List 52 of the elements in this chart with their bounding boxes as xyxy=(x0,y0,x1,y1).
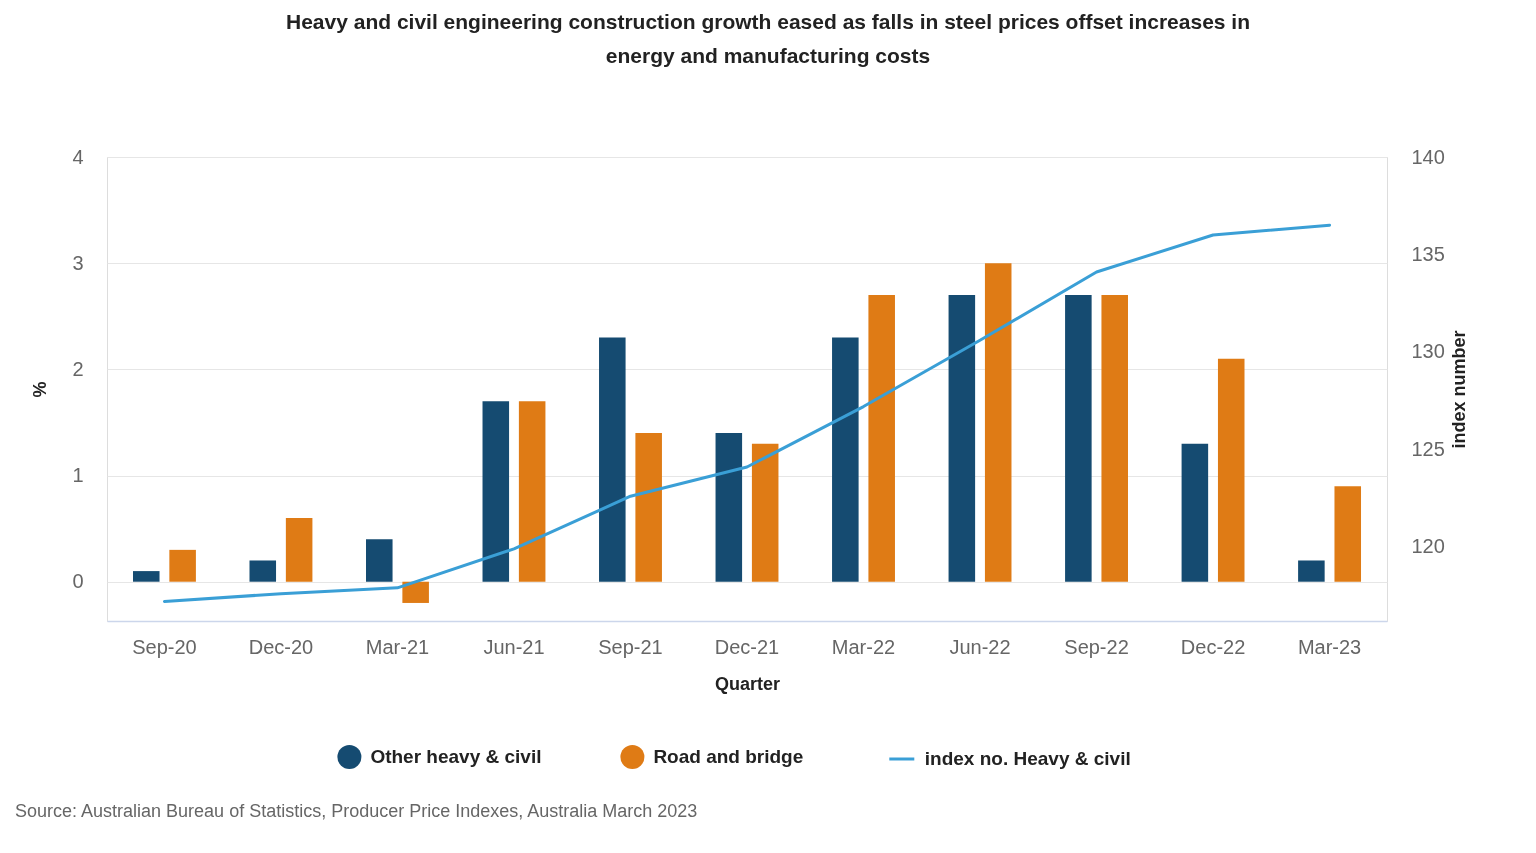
x-tick-label: Mar-21 xyxy=(365,635,430,658)
y2-tick-label: 130 xyxy=(1411,340,1445,363)
bar xyxy=(1101,295,1128,582)
bar xyxy=(635,433,662,582)
x-tick-label: Dec-21 xyxy=(714,635,780,658)
bar xyxy=(868,295,895,582)
legend-label: Other heavy & civil xyxy=(370,746,542,767)
x-tick-label: Dec-20 xyxy=(248,635,314,658)
y-tick-label: 3 xyxy=(72,251,84,274)
line-series xyxy=(162,223,1332,603)
bar xyxy=(1065,295,1092,582)
x-tick-label: Sep-21 xyxy=(598,635,663,658)
y-tick-label: 4 xyxy=(72,145,84,168)
bar xyxy=(366,539,393,582)
bar xyxy=(715,433,743,582)
bar xyxy=(1298,560,1325,582)
bar xyxy=(285,518,313,582)
bar xyxy=(832,337,859,582)
bar xyxy=(599,337,626,582)
bar xyxy=(751,443,779,582)
x-tick-label: Mar-23 xyxy=(1297,635,1362,658)
bar xyxy=(482,401,510,582)
bar xyxy=(1334,486,1362,582)
x-tick-label: Jun-21 xyxy=(483,635,545,658)
y-tick-label: 1 xyxy=(72,464,84,487)
bar xyxy=(948,295,976,582)
y2-tick-label: 135 xyxy=(1411,242,1445,265)
bar xyxy=(132,571,160,582)
x-tick-label: Dec-22 xyxy=(1180,635,1246,658)
source-note: Source: Australian Bureau of Statistics, Producer Price Indexes, Australia March 2023 xyxy=(15,801,698,821)
bar xyxy=(249,560,277,582)
y2-tick-label: 125 xyxy=(1411,437,1445,460)
y-tick-label: 0 xyxy=(72,570,84,593)
legend-label: index no. Heavy & civil xyxy=(924,748,1131,769)
y2-tick-label: 140 xyxy=(1411,145,1445,168)
bar xyxy=(402,581,429,603)
x-axis-title: Quarter xyxy=(714,673,781,694)
chart-title: Heavy and civil engineering construction growth eased as falls in steel prices offset increases in energy and manufacturing costs xyxy=(286,10,1250,67)
y-axis-title: % xyxy=(30,381,51,398)
x-tick-label: Sep-22 xyxy=(1064,635,1129,658)
bar xyxy=(1181,443,1209,582)
y2-axis-title: index number xyxy=(1448,330,1469,449)
bar xyxy=(984,263,1012,582)
legend-label: Road and bridge xyxy=(653,746,804,767)
y-tick-label: 2 xyxy=(72,357,84,380)
bar xyxy=(518,401,546,582)
x-tick-label: Jun-22 xyxy=(949,635,1011,658)
bar xyxy=(1217,358,1245,582)
bar xyxy=(169,549,196,582)
x-tick-label: Sep-20 xyxy=(132,635,197,658)
x-tick-label: Mar-22 xyxy=(831,635,896,658)
y2-tick-label: 120 xyxy=(1411,535,1445,558)
